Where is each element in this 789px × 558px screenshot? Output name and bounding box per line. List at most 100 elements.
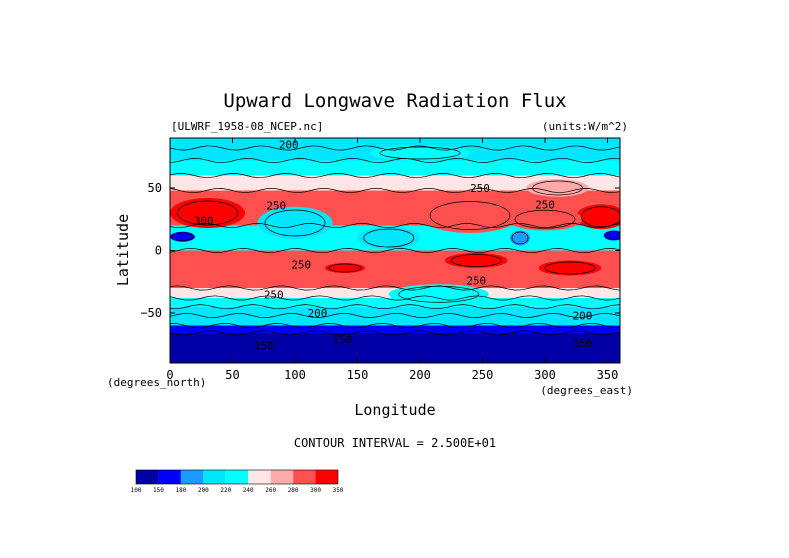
- y-unit-label: (degrees_north): [107, 376, 206, 389]
- contour-line-3: [170, 188, 620, 194]
- contour-ring-7: [264, 209, 326, 237]
- colorbar-swatch-5: [248, 470, 271, 484]
- contour-label-9: 200: [573, 310, 593, 323]
- contour-label-2: 250: [266, 200, 286, 213]
- contour-label-11: 150: [333, 333, 353, 346]
- heatmap-region-3: [507, 208, 583, 231]
- colorbar-label-6: 260: [265, 487, 276, 494]
- colorbar-swatch-1: [158, 470, 181, 484]
- contour-line-8: [170, 304, 620, 310]
- heatmap-band-9: [170, 306, 620, 316]
- chart-title: Upward Longwave Radiation Flux: [223, 90, 566, 112]
- contour-label-0: 200: [279, 138, 299, 151]
- contour-labels: 200 250 250 300 250 250 250 250 200 200 150 150 150: [194, 138, 593, 352]
- colorbar-label-9: 350: [333, 487, 344, 494]
- contour-ring-11: [511, 231, 529, 245]
- dataset-label: [ULWRF_1958-08_NCEP.nc]: [171, 120, 323, 133]
- heatmap-band-8: [170, 298, 620, 307]
- contour-ring-3: [514, 209, 576, 229]
- contour-label-5: 250: [291, 258, 311, 271]
- contour-ring-6: [544, 261, 596, 275]
- y-tick-label-2: −50: [140, 306, 162, 320]
- colorbar-swatch-3: [203, 470, 226, 484]
- contour-line-9: [170, 312, 620, 318]
- colorbar-swatch-0: [136, 470, 159, 484]
- x-tick-label-2: 100: [284, 368, 306, 382]
- contour-label-7: 250: [264, 288, 284, 301]
- x-axis-title: Longitude: [354, 401, 435, 419]
- heatmap-region-8: [357, 226, 420, 250]
- units-label: (units:W/m^2): [542, 120, 628, 133]
- heatmap-region-6: [538, 260, 602, 276]
- contour-line-10: [170, 322, 620, 329]
- contour-line-6: [170, 285, 620, 291]
- contour-ring-10: [605, 231, 620, 240]
- contour-line-0: [170, 145, 620, 151]
- contour-interval-text: CONTOUR INTERVAL = 2.500E+01: [294, 436, 496, 450]
- heatmap-fill: [170, 138, 620, 363]
- colorbar-label-8: 300: [310, 487, 321, 494]
- heatmap-region-0: [170, 198, 245, 228]
- heatmap-region-1: [576, 204, 620, 230]
- contour-line-1: [170, 157, 620, 164]
- contour-line-2: [170, 173, 620, 179]
- heatmap-band-2: [170, 160, 620, 176]
- heatmap-region-4: [325, 263, 365, 273]
- colorbar-label-3: 200: [198, 487, 209, 494]
- heatmap-region-10: [603, 230, 620, 241]
- heatmap-band-0: [170, 138, 620, 148]
- heatmap-region-9: [170, 231, 195, 242]
- x-tick-label-4: 200: [409, 368, 431, 382]
- heatmap-region-7: [257, 206, 333, 240]
- colorbar-label-0: 100: [131, 487, 142, 494]
- heatmap-band-3: [170, 175, 620, 191]
- contour-ring-0: [177, 200, 238, 226]
- heatmap-band-10: [170, 315, 620, 326]
- contour-line-11: [170, 330, 620, 336]
- contour-label-12: 150: [573, 337, 593, 350]
- contour-label-10: 150: [254, 340, 274, 353]
- colorbar-frame: [135, 469, 339, 485]
- y-tick-label-0: 50: [148, 181, 162, 195]
- colorbar-swatch-7: [293, 470, 316, 484]
- contour-label-8: 200: [308, 307, 328, 320]
- contour-label-6: 250: [466, 275, 486, 288]
- contour-line-7: [170, 295, 620, 301]
- colorbar-label-4: 220: [220, 487, 231, 494]
- colorbar-label-7: 280: [288, 487, 299, 494]
- contour-label-4: 250: [535, 198, 555, 211]
- heatmap-region-5: [445, 253, 508, 268]
- x-axis-ticks: 0 50 100 150 200 250 300 350: [166, 138, 618, 382]
- heatmap-region-11: [510, 230, 530, 246]
- contour-ring-1: [580, 206, 620, 228]
- contour-line-4: [170, 223, 620, 229]
- colorbar-swatch-4: [225, 470, 249, 484]
- x-tick-label-5: 250: [472, 368, 494, 382]
- colorbar-swatch-8: [315, 470, 338, 484]
- colorbar-swatch-2: [180, 470, 204, 484]
- colorbar-swatch-6: [270, 470, 294, 484]
- contour-ring-14: [532, 180, 583, 196]
- contour-label-1: 250: [470, 182, 490, 195]
- x-tick-label-7: 350: [597, 368, 619, 382]
- x-tick-label-6: 300: [534, 368, 556, 382]
- contour-label-3: 300: [194, 215, 214, 228]
- y-axis-ticks: 50 0 −50: [140, 181, 620, 320]
- heatmap-region-12: [388, 284, 489, 305]
- contour-lines: [170, 145, 620, 336]
- heatmap-region-14: [526, 179, 589, 197]
- x-tick-label-3: 150: [347, 368, 369, 382]
- colorbar-label-5: 240: [243, 487, 254, 494]
- contour-ring-5: [450, 254, 502, 267]
- x-unit-label: (degrees_east): [540, 384, 633, 397]
- contour-ring-2: [429, 201, 511, 230]
- y-tick-label-1: 0: [155, 244, 162, 258]
- heatmap-band-11: [170, 325, 620, 333]
- x-tick-label-1: 50: [225, 368, 239, 382]
- x-tick-label-0: 0: [166, 368, 173, 382]
- y-axis-title: Latitude: [114, 214, 132, 286]
- contour-ring-8: [363, 228, 415, 248]
- contour-ring-13: [379, 146, 461, 160]
- colorbar-label-2: 180: [175, 487, 186, 494]
